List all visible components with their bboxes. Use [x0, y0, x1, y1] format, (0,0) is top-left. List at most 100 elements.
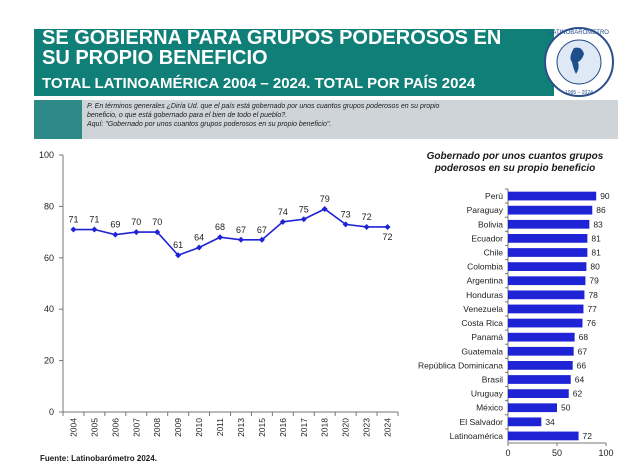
bar-category-label: El Salvador [460, 417, 504, 427]
title-band [34, 29, 554, 96]
bar [508, 248, 588, 257]
data-label: 69 [110, 220, 120, 230]
bar [508, 262, 587, 271]
line-chart: 0 20 40 60 80 100 2004 2005 2006 2007 2008 2009 2010… [39, 150, 399, 437]
bar-value-label: 64 [575, 375, 585, 385]
data-point [279, 218, 286, 225]
bar-category-label: México [476, 403, 503, 413]
question-accent [34, 100, 82, 139]
data-label: 61 [173, 240, 183, 250]
header: SE GOBIERNA PARA GRUPOS PODEROSOS EN SU … [0, 0, 640, 100]
x-tick-label: 2010 [194, 418, 204, 437]
data-label: 72 [362, 212, 372, 222]
data-point [321, 205, 328, 212]
bar-category-label: Perú [485, 191, 503, 201]
data-label: 74 [278, 207, 288, 217]
bar-category-label: Argentina [467, 276, 504, 286]
bar-value-label: 34 [545, 417, 555, 427]
question-line-2: beneficio, o que está gobernado para el … [87, 112, 288, 119]
x-tick-label: 2018 [320, 418, 330, 437]
bar-value-label: 83 [593, 219, 603, 229]
bar [508, 375, 571, 384]
bar-value-label: 80 [590, 262, 600, 272]
bar [508, 361, 573, 370]
x-tick-label: 2013 [236, 418, 246, 437]
bar-value-label: 76 [586, 318, 596, 328]
question-text: P. En términos generales ¿Diría Ud. que … [87, 102, 439, 129]
bar-chart-title-line-1: Gobernado por unos cuantos grupos [426, 151, 604, 162]
page-subtitle: TOTAL LATINOAMÉRICA 2004 – 2024. TOTAL P… [42, 75, 476, 92]
bar [508, 417, 542, 427]
data-label: 71 [89, 215, 99, 225]
series-line [73, 208, 388, 257]
bar-category-label: Colombia [467, 262, 503, 272]
bar-value-label: 67 [578, 346, 588, 356]
bar-category-label: Bolivia [478, 219, 503, 229]
bar-category-label: Ecuador [471, 233, 503, 243]
bar-chart: 0 50 100 Perú 90 Paraguay 86 Bolivia 83 Ecuador 81… [418, 188, 614, 458]
bar-x-tick-label: 100 [598, 448, 613, 458]
bar-chart-title-line-2: poderosos en su propio beneficio [434, 163, 596, 174]
bar-category-label: Latinoamérica [450, 431, 504, 441]
bar [508, 219, 590, 229]
y-tick-label: 40 [44, 304, 54, 314]
question-line-1: P. En términos generales ¿Diría Ud. que … [87, 103, 440, 110]
data-label: 67 [257, 225, 267, 235]
data-label: 68 [215, 222, 225, 232]
y-tick-label: 0 [49, 407, 54, 417]
bar-x-tick-label: 50 [552, 448, 562, 458]
bar-category-label: Brasil [482, 375, 503, 385]
bar [508, 304, 584, 314]
bar [508, 191, 597, 201]
x-tick-label: 2006 [110, 418, 120, 437]
bar [508, 290, 585, 300]
bar-category-label: Honduras [466, 290, 503, 300]
data-label: 75 [299, 204, 309, 214]
bar-value-label: 77 [587, 304, 597, 314]
bar-value-label: 90 [600, 191, 610, 201]
title-line-2: SU PROPIO BENEFICIO [42, 47, 268, 69]
data-point [237, 236, 244, 243]
page-title: SE GOBIERNA PARA GRUPOS PODEROSOS EN SU … [42, 28, 501, 68]
latinobarometro-logo: LATINOBARÓMETRO 1995 – 2024 [544, 27, 614, 97]
question-box: P. En términos generales ¿Diría Ud. que … [82, 100, 618, 139]
bar-value-label: 66 [577, 360, 587, 370]
x-tick-label: 2015 [257, 418, 267, 437]
y-tick-label: 100 [39, 150, 54, 160]
title-line-1: SE GOBIERNA PARA GRUPOS PODEROSOS EN [42, 27, 502, 49]
bar [508, 389, 569, 398]
x-tick-label: 2004 [68, 418, 78, 437]
data-point [91, 226, 98, 233]
bar-category-label: Uruguay [471, 389, 504, 399]
data-point [342, 221, 349, 228]
x-tick-label: 2016 [278, 418, 288, 437]
logo-years: 1995 – 2024 [565, 90, 593, 96]
bar [508, 318, 583, 328]
data-point [363, 223, 370, 230]
logo-text: LATINOBARÓMETRO [549, 29, 609, 36]
source-note: Fuente: Latinobarómetro 2024. [40, 454, 157, 463]
data-label: 71 [68, 215, 78, 225]
bar-category-label: Venezuela [463, 304, 503, 314]
bar-value-label: 86 [596, 205, 606, 215]
x-tick-label: 2023 [362, 418, 372, 437]
bar-chart-title: Gobernado por unos cuantos grupos podero… [400, 151, 630, 175]
data-point [217, 234, 224, 241]
bar [508, 346, 574, 356]
x-tick-label: 2017 [299, 418, 309, 437]
bar [508, 403, 557, 413]
bar-category-label: República Dominicana [418, 360, 503, 370]
bar [508, 332, 575, 342]
bar-value-label: 72 [583, 431, 593, 441]
x-tick-label: 2005 [89, 418, 99, 437]
data-point [154, 229, 161, 236]
data-point [175, 252, 182, 259]
data-point [196, 244, 203, 251]
x-tick-label: 2009 [173, 418, 183, 437]
data-point [112, 231, 119, 238]
y-tick-label: 60 [44, 253, 54, 263]
bar-value-label: 78 [588, 290, 598, 300]
data-point [258, 236, 265, 243]
bar-value-label: 68 [579, 332, 589, 342]
data-point [300, 216, 307, 223]
